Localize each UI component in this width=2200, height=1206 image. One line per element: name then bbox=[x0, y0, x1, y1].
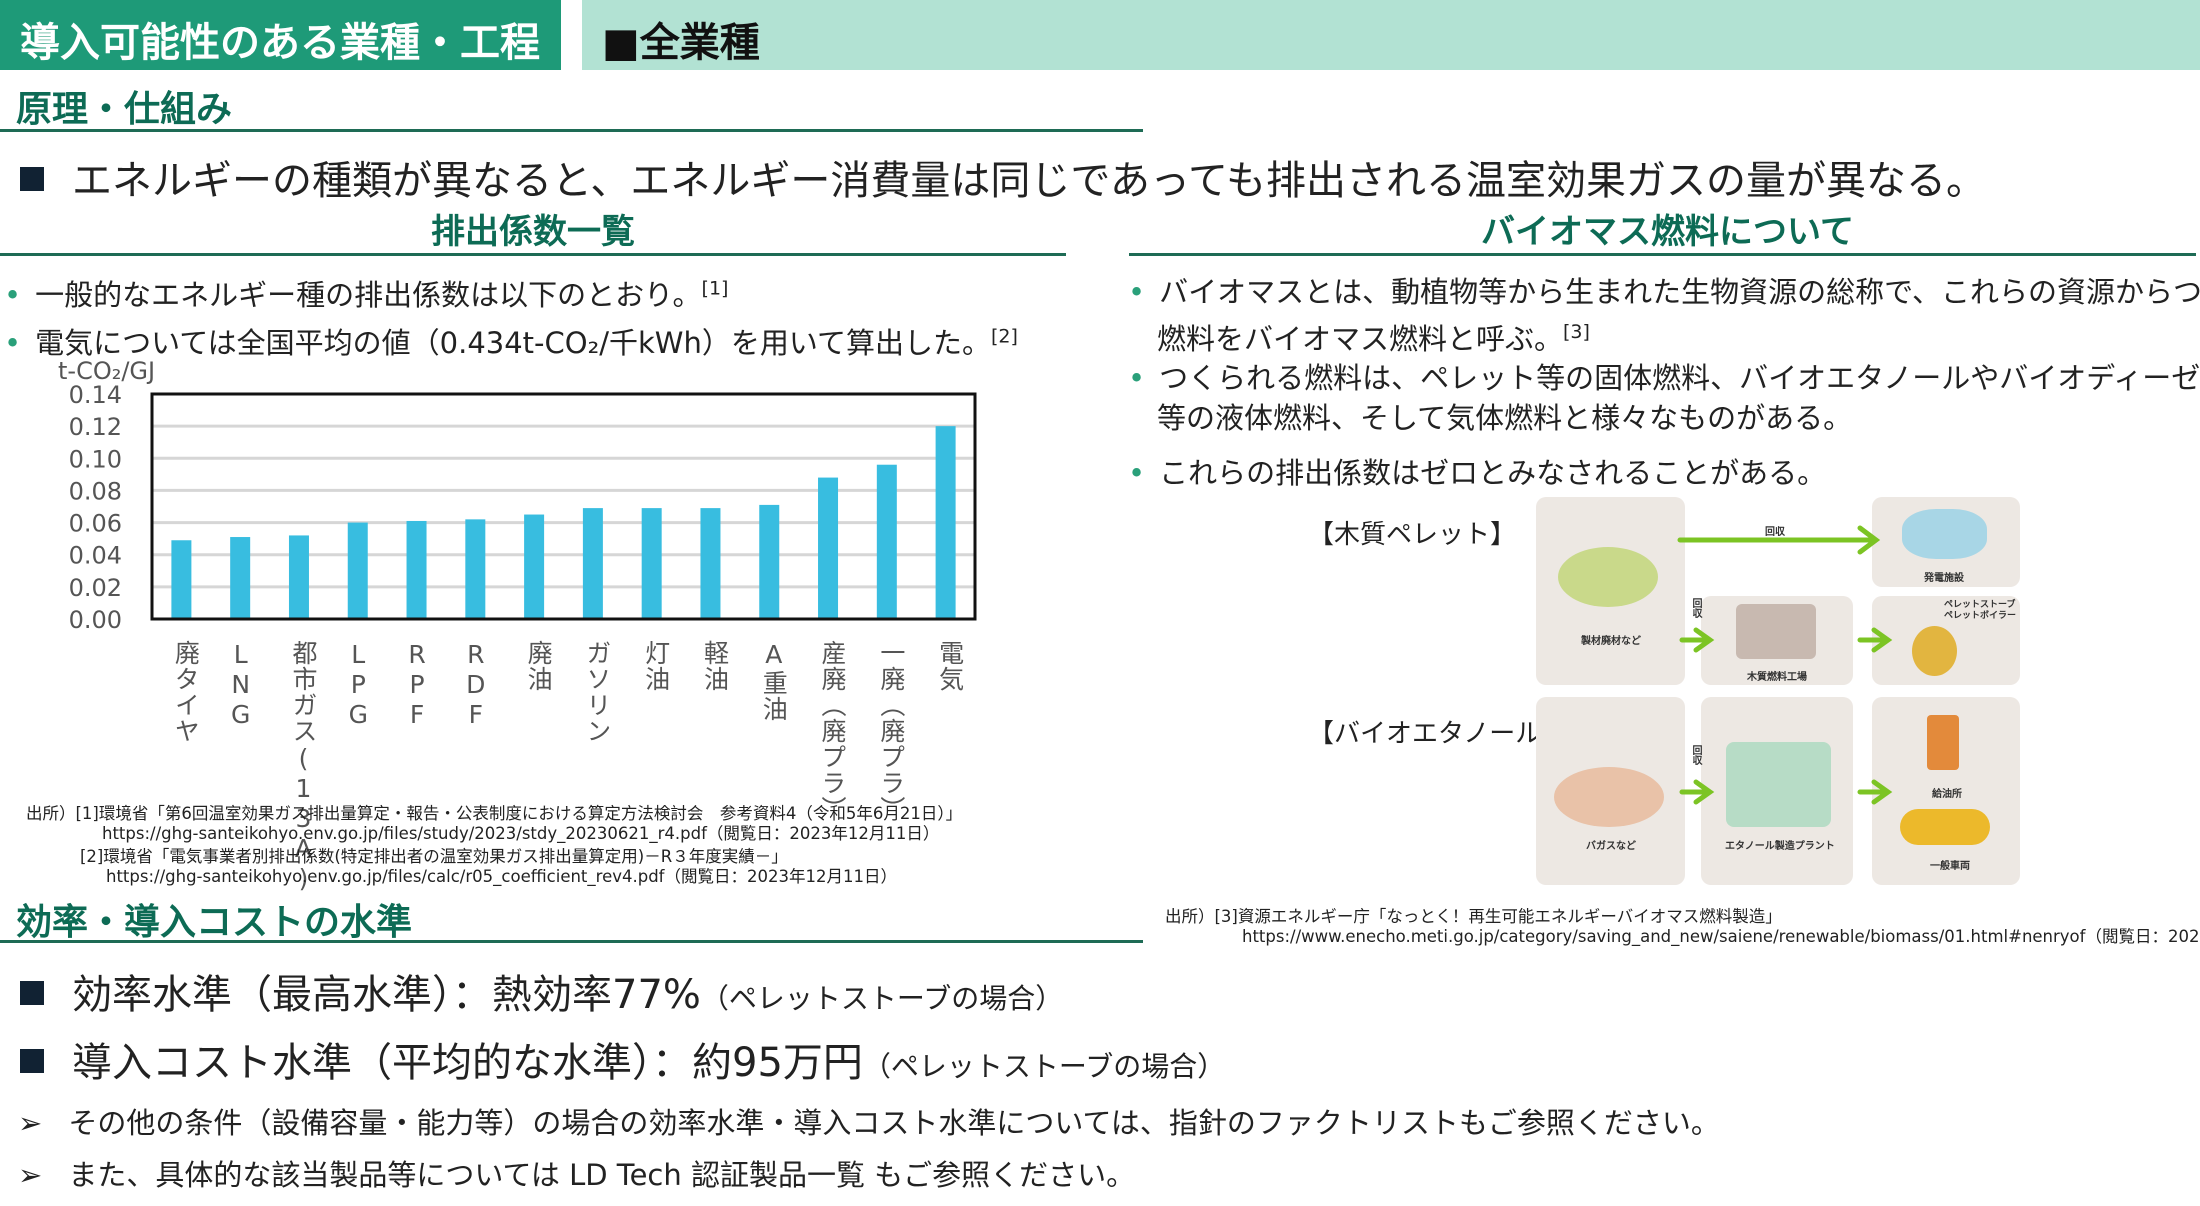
plot-frame bbox=[150, 392, 977, 621]
power-plant-box: 発電施設 bbox=[1872, 497, 2020, 587]
citation-url: https://www.enecho.meti.go.jp/category/s… bbox=[1242, 927, 2200, 946]
bar-産廃（廃プラ） bbox=[818, 477, 839, 619]
citation: [2]環境省「電気事業者別排出係数(特定排出者の温室効果ガス排出量算定用)－R３… bbox=[80, 847, 788, 866]
pellet-label: 【木質ペレット】 bbox=[1308, 520, 1517, 550]
x-tick-label: A重油 bbox=[759, 640, 789, 722]
summary-text: エネルギーの種類が異なると、エネルギー消費量は同じであっても排出される温室効果ガ… bbox=[72, 158, 1986, 204]
square-bullet-icon bbox=[20, 1049, 44, 1073]
stove-illustration bbox=[1912, 626, 1957, 676]
fuel-pump-illustration bbox=[1927, 715, 1959, 770]
ethanol-plant-box: エタノール製造プラント bbox=[1701, 697, 1853, 885]
arrow-icon bbox=[1677, 525, 1881, 555]
arrow-bullet-icon: ➢ bbox=[18, 1106, 43, 1140]
collect-label: 回収 bbox=[1690, 598, 1701, 618]
x-tick-label: ガソリン bbox=[582, 640, 612, 744]
y-tick-label: 0.08 bbox=[69, 477, 122, 505]
note-factlist: ➢ その他の条件（設備容量・能力等）の場合の効率水準・導入コスト水準については、指… bbox=[18, 1106, 1720, 1140]
square-bullet-icon bbox=[20, 167, 44, 191]
arrow-icon bbox=[1857, 779, 1893, 805]
citation: 出所）[3]資源エネルギー庁「なっとく！再生可能エネルギーバイオマス燃料製造」 bbox=[1165, 907, 1782, 926]
y-tick-label: 0.02 bbox=[69, 574, 122, 602]
x-tick-label: RPF bbox=[402, 640, 432, 730]
x-tick-label: 産廃（廃プラ） bbox=[818, 640, 848, 822]
wood-waste-illustration bbox=[1558, 547, 1658, 607]
bar-LNG bbox=[230, 537, 251, 619]
y-tick-label: 0.06 bbox=[69, 510, 122, 538]
bar-一廃（廃プラ） bbox=[876, 464, 897, 619]
bar-灯油 bbox=[641, 508, 662, 619]
flow-arrows bbox=[1677, 525, 1893, 805]
emission-bullet: • 電気については全国平均の値（0.434t-CO₂/千kWh）を用いて算出した。… bbox=[4, 325, 1018, 360]
divider bbox=[0, 129, 1143, 132]
emission-bullet: • 一般的なエネルギー種の排出係数は以下のとおり。[1] bbox=[4, 277, 729, 312]
gas-station-box: 給油所 一般車両 bbox=[1872, 697, 2020, 885]
arrow-icon bbox=[1857, 627, 1893, 653]
note-ldtech[interactable]: ➢ また、具体的な該当製品等については LD Tech 認証製品一覧 もご参照くだ… bbox=[18, 1158, 1136, 1192]
emission-title: 排出係数一覧 bbox=[431, 212, 635, 252]
x-tick-label: RDF bbox=[461, 640, 491, 730]
category-value: ■全業種 bbox=[582, 0, 2200, 70]
biomass-bullet: • つくられる燃料は、ペレット等の固体燃料、バイオエタノールやバイオディーゼル燃料… bbox=[1128, 361, 2200, 435]
sawmill-waste-box: 製材廃材など bbox=[1536, 497, 1685, 685]
bar-電気 bbox=[935, 426, 956, 619]
ethanol-label: 【バイオエタノール】 bbox=[1308, 719, 1568, 749]
x-tick-label: 電気 bbox=[935, 640, 965, 692]
x-tick-label: 廃油 bbox=[524, 640, 554, 692]
square-bullet-icon bbox=[20, 981, 44, 1005]
ethanol-plant-illustration bbox=[1726, 742, 1831, 827]
arrow-bullet-icon: ➢ bbox=[18, 1158, 43, 1192]
biomass-bullet: • これらの排出係数はゼロとみなされることがある。 bbox=[1128, 456, 1827, 490]
x-tick-label: 一廃（廃プラ） bbox=[876, 640, 906, 822]
factory-illustration bbox=[1736, 604, 1816, 659]
principle-summary: エネルギーの種類が異なると、エネルギー消費量は同じであっても排出される温室効果ガ… bbox=[20, 148, 1986, 206]
bar-軽油 bbox=[700, 508, 721, 619]
car-illustration bbox=[1900, 809, 1990, 845]
y-axis-label: t-CO₂/GJ bbox=[58, 357, 156, 385]
x-tick-label: LNG bbox=[226, 640, 256, 730]
efficiency-title: 効率・導入コストの水準 bbox=[16, 902, 413, 943]
collect-label: 回収 bbox=[1765, 527, 1785, 538]
divider bbox=[0, 940, 1143, 943]
divider bbox=[1129, 253, 2196, 256]
y-tick-label: 0.14 bbox=[69, 381, 122, 409]
x-tick-label: 灯油 bbox=[641, 640, 671, 692]
efficiency-level: 効率水準（最高水準）：熱効率77%（ペレットストーブの場合） bbox=[20, 962, 1063, 1020]
citation: 出所）[1]環境省「第6回温室効果ガス排出量算定・報告・公表制度における算定方法… bbox=[26, 804, 963, 823]
bar-廃タイヤ bbox=[171, 540, 192, 619]
wood-fuel-factory-box: 木質燃料工場 bbox=[1701, 596, 1853, 685]
bar-廃油 bbox=[524, 514, 545, 619]
bar-RDF bbox=[465, 519, 486, 619]
arrow-icon bbox=[1679, 627, 1715, 653]
x-tick-label: LPG bbox=[343, 640, 373, 730]
divider bbox=[0, 253, 1066, 256]
bar-LPG bbox=[347, 522, 368, 619]
bar-ガソリン bbox=[582, 508, 603, 619]
y-tick-label: 0.10 bbox=[69, 445, 122, 473]
citation-url: https://ghg-santeikohyo.env.go.jp/files/… bbox=[106, 867, 897, 886]
bagasse-box: バガスなど bbox=[1536, 697, 1685, 885]
x-tick-label: 軽油 bbox=[700, 640, 730, 692]
power-plant-illustration bbox=[1902, 509, 1987, 559]
bar-都市ガス(13A) bbox=[288, 535, 309, 619]
biomass-title: バイオマス燃料について bbox=[1481, 212, 1854, 252]
citation-url: https://ghg-santeikohyo.env.go.jp/files/… bbox=[102, 824, 940, 843]
cost-level: 導入コスト水準（平均的な水準）：約95万円（ペレットストーブの場合） bbox=[20, 1030, 1225, 1088]
y-tick-label: 0.00 bbox=[69, 606, 122, 634]
bar-A重油 bbox=[759, 504, 780, 619]
biomass-bullet: • バイオマスとは、動植物等から生まれた生物資源の総称で、これらの資源からつくる燃… bbox=[1128, 275, 2200, 356]
bagasse-illustration bbox=[1554, 767, 1664, 827]
y-tick-label: 0.04 bbox=[69, 542, 122, 570]
arrow-icon bbox=[1679, 779, 1715, 805]
x-tick-label: 廃タイヤ bbox=[171, 640, 201, 744]
stove-box: ペレットストーブ ペレットボイラー bbox=[1872, 596, 2020, 685]
principle-title: 原理・仕組み bbox=[16, 89, 233, 130]
collect-label: 回収 bbox=[1690, 745, 1701, 765]
x-tick-label: 都市ガス(13A) bbox=[288, 640, 318, 894]
bar-RPF bbox=[406, 520, 427, 619]
category-label: 導入可能性のある業種・工程 bbox=[0, 0, 561, 70]
y-tick-label: 0.12 bbox=[69, 413, 122, 441]
